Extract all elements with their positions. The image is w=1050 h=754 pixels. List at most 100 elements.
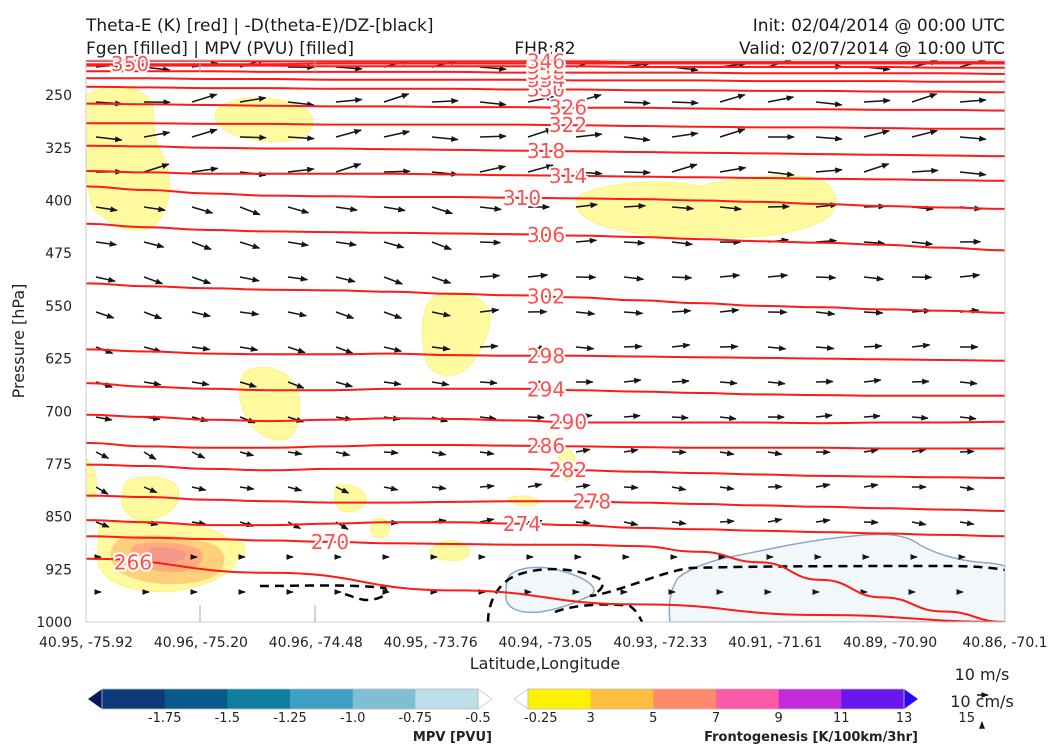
wind-vector [1008, 487, 1022, 490]
colorbar-extend-max [478, 689, 492, 709]
y-tick-label: 1000 [36, 615, 72, 631]
wind-vector [384, 171, 410, 172]
theta-e-contour-label: 266 [114, 550, 152, 574]
theta-e-contour-label: 318 [527, 139, 565, 163]
plot-area: 2662702742782822862902942983023063103143… [86, 49, 1034, 622]
colorbar-swatch [528, 689, 591, 709]
wind-vector [528, 417, 544, 418]
wind-vector [624, 487, 638, 488]
theta-e-contour-label: 314 [549, 164, 587, 188]
mpv-colorbar: -1.75-1.5-1.25-1.0-0.75-0.5-0.25 [88, 689, 558, 726]
wind-vector [1008, 347, 1026, 349]
x-tick-label: 40.93, -72.33 [613, 635, 707, 651]
wind-vector [1008, 276, 1028, 278]
vector-key-horizontal-label: 10 m/s [955, 665, 1010, 684]
x-tick-label: 40.96, -75.20 [154, 635, 248, 651]
theta-e-contour-label: 274 [503, 512, 541, 536]
wind-vector [720, 521, 734, 522]
wind-vector [480, 136, 506, 137]
colorbar-extend-min [88, 689, 102, 709]
x-tick-label: 40.94, -73.05 [498, 635, 592, 651]
y-tick-label: 925 [45, 562, 72, 578]
colorbar-tick-label: 5 [649, 711, 657, 726]
wind-vector [384, 452, 398, 453]
wind-vector [816, 277, 836, 278]
wind-vector [1008, 452, 1022, 454]
colorbar-tick-label: -0.25 [524, 711, 558, 726]
fgen-colorbar-title: Frontogenesis [K/100km/3hr] [704, 730, 918, 745]
colorbar-swatch [102, 689, 165, 709]
x-tick-label: 40.91, -71.61 [728, 635, 822, 651]
vector-key-vertical-label: 10 cm/s [950, 692, 1014, 711]
wind-vector [864, 522, 878, 523]
theta-e-contour-label: 302 [527, 284, 565, 308]
colorbar-swatch [165, 689, 228, 709]
wind-vector [1008, 206, 1029, 207]
wind-vector [912, 381, 929, 382]
theta-e-contour-label: 306 [527, 223, 565, 247]
theta-e-contour-label: 310 [503, 186, 541, 210]
fgen-blob [576, 176, 836, 238]
colorbar-swatch [779, 689, 842, 709]
colorbar-swatch [227, 689, 290, 709]
wind-vector [1008, 240, 1028, 242]
wind-vector [480, 242, 500, 243]
theta-e-contour-label: 278 [573, 490, 611, 514]
colorbar-tick-label: -0.75 [398, 711, 432, 726]
y-tick-label: 400 [45, 194, 72, 210]
colorbar-tick-label: 11 [833, 711, 850, 726]
wind-vector [672, 102, 698, 103]
theta-e-contour-label: 270 [311, 530, 349, 554]
title-right-1: Init: 02/04/2014 @ 00:00 UTC [753, 16, 1005, 36]
colorbar-tick-label: -1.0 [340, 711, 365, 726]
y-tick-label: 700 [45, 404, 72, 420]
x-tick-label: 40.86, -70.1 [962, 635, 1047, 651]
colorbar-swatch [353, 689, 416, 709]
colorbar-extend-max [904, 689, 918, 709]
wind-vector [1008, 102, 1034, 105]
colorbar-tick-label: 3 [587, 711, 595, 726]
colorbar-swatch [290, 689, 353, 709]
wind-vector [672, 277, 692, 278]
x-axis-label: Latitude,Longitude [470, 654, 621, 673]
y-tick-label: 250 [45, 88, 72, 104]
y-tick-label: 775 [45, 457, 72, 473]
colorbar-swatch [415, 689, 478, 709]
colorbar-tick-label: 9 [775, 711, 783, 726]
x-tick-label: 40.96, -74.48 [269, 635, 363, 651]
wind-vector [672, 417, 688, 418]
theta-e-contour-label: 346 [527, 49, 565, 73]
colorbar-swatch [841, 689, 904, 709]
title-right-2: Valid: 02/07/2014 @ 10:00 UTC [739, 39, 1005, 59]
theta-e-contour-label: 298 [527, 344, 565, 368]
wind-vector [1008, 382, 1025, 384]
y-tick-label: 475 [45, 246, 72, 262]
theta-e-contour-label: 282 [549, 458, 587, 482]
colorbar-swatch [716, 689, 779, 709]
theta-e-contour-label: 350 [111, 52, 149, 76]
y-axis-label: Pressure [hPa] [9, 284, 28, 399]
colorbar-swatch [591, 689, 654, 709]
colorbar-tick-label: -1.5 [215, 711, 240, 726]
wind-vector [240, 137, 266, 138]
wind-vector [672, 381, 689, 382]
colorbar-tick-label: -0.5 [465, 711, 490, 726]
wind-vector [1008, 67, 1034, 69]
colorbar-tick-label: 13 [896, 711, 913, 726]
y-tick-label: 550 [45, 299, 72, 315]
wind-vector [624, 172, 650, 173]
colorbar-tick-label: 7 [712, 711, 720, 726]
wind-vector [720, 347, 738, 348]
wind-vector [960, 451, 974, 452]
title-left-1: Theta-E (K) [red] | -D(theta-E)/DZ-[blac… [85, 16, 434, 36]
colorbar-extend-min [514, 689, 528, 709]
mpv-colorbar-title: MPV [PVU] [413, 730, 492, 745]
x-tick-label: 40.89, -70.90 [843, 635, 937, 651]
colorbar-swatch [653, 689, 716, 709]
theta-e-contour-label: 294 [527, 377, 565, 401]
wind-vector [768, 207, 789, 208]
theta-e-contour-label: 290 [549, 410, 587, 434]
